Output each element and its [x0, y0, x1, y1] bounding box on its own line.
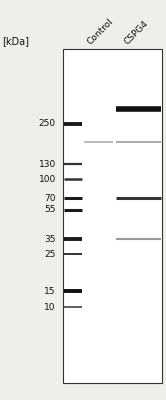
- Text: [kDa]: [kDa]: [2, 36, 29, 46]
- Text: 25: 25: [44, 250, 56, 259]
- Text: 35: 35: [44, 235, 56, 244]
- Text: 100: 100: [39, 175, 56, 184]
- Text: CSPG4: CSPG4: [123, 19, 150, 46]
- Text: 250: 250: [39, 119, 56, 128]
- Text: 130: 130: [39, 160, 56, 168]
- Text: 15: 15: [44, 287, 56, 296]
- Text: 55: 55: [44, 206, 56, 214]
- Text: Control: Control: [86, 17, 115, 46]
- Text: 10: 10: [44, 302, 56, 312]
- Bar: [63, 48, 162, 383]
- Text: 70: 70: [44, 194, 56, 203]
